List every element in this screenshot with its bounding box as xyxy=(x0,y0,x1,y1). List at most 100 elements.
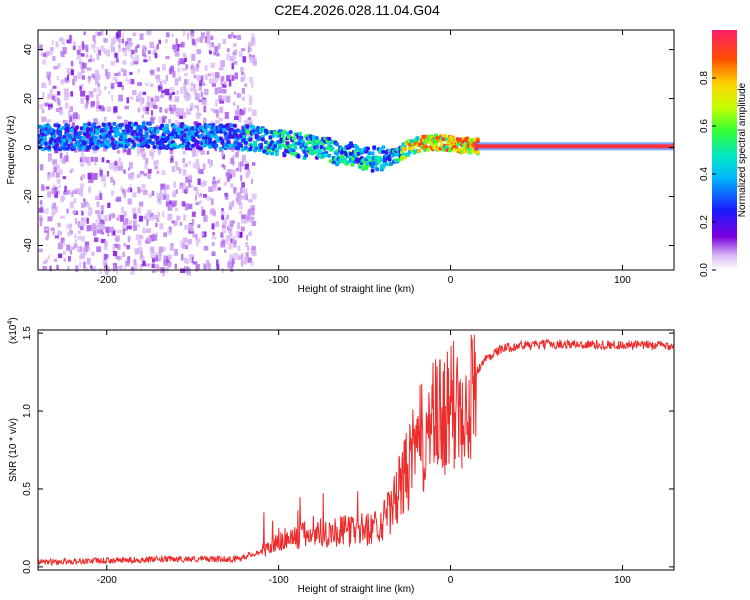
spectrogram-ridge-cell xyxy=(293,146,298,150)
spectrogram-noise-cell xyxy=(187,224,193,229)
spectrogram-ridge-cell xyxy=(62,146,67,151)
spectrogram-noise-cell xyxy=(148,55,151,62)
spectrogram-noise-cell xyxy=(228,206,232,210)
spectrogram-ridge-cell xyxy=(64,123,69,128)
spectrogram-ridge-cell xyxy=(287,135,292,140)
spectrogram-noise-cell xyxy=(230,169,235,175)
spectrogram-ridge-cell xyxy=(381,145,386,150)
spectrogram-noise-cell xyxy=(181,201,186,207)
spectrogram-ridge-cell xyxy=(132,142,137,147)
spectrogram-noise-cell xyxy=(120,68,124,72)
spectrogram-noise-cell xyxy=(69,201,74,209)
spectrogram-ridge-cell xyxy=(362,160,367,165)
spectrogram-noise-cell xyxy=(55,108,61,112)
spectrogram-noise-cell xyxy=(156,44,159,50)
spectrogram-noise-cell xyxy=(84,102,88,110)
spectrogram-noise-cell xyxy=(213,77,219,83)
spectrogram-noise-cell xyxy=(141,148,145,152)
spectrogram-noise-cell xyxy=(168,119,172,124)
spectrogram-noise-cell xyxy=(150,69,155,76)
spectrogram-noise-cell xyxy=(206,35,211,43)
spectrogram-ridge-cell xyxy=(64,142,69,147)
spectrogram-ridge-cell xyxy=(432,145,437,150)
spectrogram-y-axis-label: Frequency (Hz) xyxy=(6,116,17,185)
spectrogram-noise-cell xyxy=(199,137,203,142)
spectrogram-noise-cell xyxy=(127,38,132,42)
spectrogram-noise-cell xyxy=(163,247,166,252)
spectrogram-noise-cell xyxy=(167,230,172,236)
spectrogram-noise-cell xyxy=(122,47,127,51)
spectrogram-noise-cell xyxy=(249,43,252,51)
spectrogram-noise-cell xyxy=(197,224,201,228)
spectrogram-noise-cell xyxy=(104,240,108,247)
spectrogram-noise-cell xyxy=(203,105,207,113)
spectrogram-noise-cell xyxy=(227,34,232,39)
spectrogram-noise-cell xyxy=(67,232,72,237)
spectrogram-noise-cell xyxy=(196,164,200,170)
spectrogram-noise-cell xyxy=(109,226,114,233)
spectrogram-noise-cell xyxy=(198,86,202,91)
spectrogram-noise-cell xyxy=(143,55,147,59)
spectrogram-noise-cell xyxy=(239,166,242,173)
spectrogram-noise-cell xyxy=(230,225,234,229)
spectrogram-noise-cell xyxy=(180,41,185,48)
spectrogram-noise-cell xyxy=(81,69,85,73)
spectrogram-noise-cell xyxy=(212,184,217,191)
spectrogram-noise-cell xyxy=(52,202,57,209)
spectrogram-noise-cell xyxy=(228,229,233,233)
spectrogram-y-ticks: -40 -20 0 20 40 xyxy=(23,44,674,253)
spectrogram-ridge-cell xyxy=(158,145,163,150)
spectrogram-noise-cell xyxy=(94,237,99,242)
spectrogram-ridge-cell xyxy=(55,142,59,147)
spectrogram-noise-cell xyxy=(49,47,54,51)
spectrogram-noise-cell xyxy=(110,176,114,183)
spectrogram-noise-cell xyxy=(180,268,186,273)
spectrogram-noise-cell xyxy=(42,266,48,270)
spectrogram-noise-cell xyxy=(102,259,108,267)
spectrogram-noise-cell xyxy=(161,117,166,123)
spectrogram-noise-cell xyxy=(134,218,137,226)
spectrogram-noise-cell xyxy=(95,210,100,214)
spectrogram-noise-cell xyxy=(140,129,145,134)
spectrogram-noise-cell xyxy=(175,161,178,167)
spectrogram-noise-cell xyxy=(77,72,83,79)
spectrogram-noise-cell xyxy=(238,51,243,58)
spectrogram-noise-cell xyxy=(175,189,178,194)
spectrogram-noise-cell xyxy=(211,242,215,246)
spectrogram-noise-cell xyxy=(99,192,103,200)
spectrogram-noise-cell xyxy=(81,174,86,179)
spectrogram-noise-cell xyxy=(156,193,162,199)
spectrogram-noise-cell xyxy=(76,114,80,120)
spectrogram-noise-cell xyxy=(247,245,250,252)
spectrogram-noise-cell xyxy=(163,189,167,195)
spectrogram-noise-cell xyxy=(211,78,215,85)
spectrogram-noise-cell xyxy=(69,227,72,232)
spectrogram-noise-cell xyxy=(229,201,234,208)
spectrogram-noise-cell xyxy=(53,258,58,262)
spectrogram-noise-cell xyxy=(97,32,102,36)
spectrogram-ridge-cell xyxy=(366,146,370,151)
spectrogram-noise-cell xyxy=(210,108,215,112)
spectrogram-noise-cell xyxy=(195,240,199,247)
spectrogram-noise-cell xyxy=(185,186,189,192)
spectrogram-ridge-cell xyxy=(288,130,293,135)
spectrogram-ridge-cell xyxy=(407,149,412,154)
spectrogram-noise-cell xyxy=(218,67,224,71)
spectrogram-noise-cell xyxy=(99,190,102,195)
spectrogram-noise-cell xyxy=(141,184,146,189)
spectrogram-noise-cell xyxy=(215,72,220,78)
spectrogram-noise-cell xyxy=(129,96,134,100)
spectrogram-noise-cell xyxy=(95,74,101,81)
spectrogram-noise-cell xyxy=(144,163,148,169)
spectrogram-noise-cell xyxy=(97,86,101,91)
spectrogram-noise-cell xyxy=(63,240,66,246)
spectrogram-noise-cell xyxy=(250,38,256,46)
spectrogram-noise-cell xyxy=(241,218,245,224)
spectrogram-noise-cell xyxy=(215,109,219,116)
spectrogram-ridge-cell xyxy=(384,162,389,167)
spectrogram-noise-cell xyxy=(171,91,176,95)
spectrogram-noise-cell xyxy=(143,173,148,177)
spectrogram-noise-cell xyxy=(198,79,202,87)
spectrogram-ridge-cell xyxy=(90,132,95,137)
spectrogram-noise-cell xyxy=(189,227,194,232)
